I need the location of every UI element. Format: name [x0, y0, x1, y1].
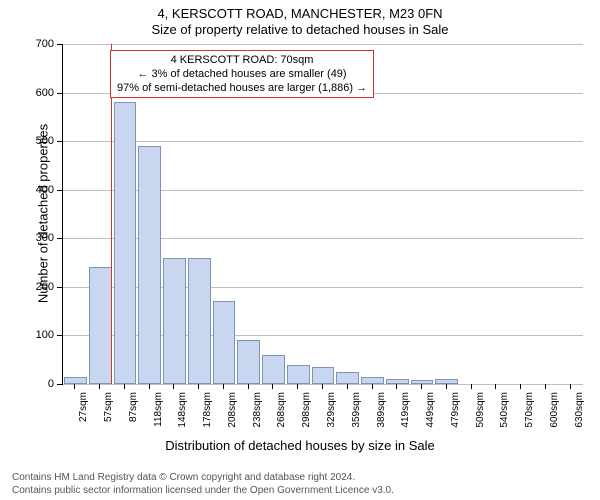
x-tick: [372, 384, 373, 389]
y-tick-label: 100: [24, 330, 54, 341]
x-tick-label: 298sqm: [301, 392, 312, 442]
x-tick: [570, 384, 571, 389]
footer-line-2: Contains public sector information licen…: [12, 484, 394, 497]
histogram-bar: [114, 102, 137, 384]
reference-annotation: 4 KERSCOTT ROAD: 70sqm ← 3% of detached …: [110, 50, 374, 98]
x-tick-label: 87sqm: [128, 392, 139, 442]
y-tick: [57, 238, 62, 239]
grid-line: [63, 141, 583, 142]
y-tick: [57, 287, 62, 288]
y-axis-label: Number of detached properties: [36, 89, 51, 339]
x-tick: [421, 384, 422, 389]
x-tick-label: 540sqm: [499, 392, 510, 442]
x-tick-label: 238sqm: [252, 392, 263, 442]
histogram-bar: [188, 258, 211, 384]
chart-container: 4, KERSCOTT ROAD, MANCHESTER, M23 0FN Si…: [0, 0, 600, 500]
annotation-line-3: 97% of semi-detached houses are larger (…: [117, 81, 367, 95]
grid-line: [63, 384, 583, 385]
x-tick-label: 449sqm: [425, 392, 436, 442]
x-tick: [471, 384, 472, 389]
x-tick: [149, 384, 150, 389]
x-tick-label: 208sqm: [227, 392, 238, 442]
x-tick-label: 27sqm: [78, 392, 89, 442]
y-tick: [57, 141, 62, 142]
y-tick: [57, 93, 62, 94]
grid-line: [63, 44, 583, 45]
footer-line-1: Contains HM Land Registry data © Crown c…: [12, 471, 355, 484]
histogram-bar: [312, 367, 335, 384]
y-tick-label: 300: [24, 233, 54, 244]
x-tick: [396, 384, 397, 389]
x-tick: [347, 384, 348, 389]
y-tick-label: 500: [24, 136, 54, 147]
x-tick-label: 118sqm: [153, 392, 164, 442]
histogram-bar: [336, 372, 359, 384]
y-tick-label: 400: [24, 185, 54, 196]
histogram-bar: [64, 377, 87, 384]
x-tick: [248, 384, 249, 389]
y-tick-label: 0: [24, 379, 54, 390]
x-tick: [495, 384, 496, 389]
title-line-2: Size of property relative to detached ho…: [0, 22, 600, 37]
x-tick-label: 268sqm: [276, 392, 287, 442]
x-tick-label: 148sqm: [177, 392, 188, 442]
annotation-line-1: 4 KERSCOTT ROAD: 70sqm: [117, 53, 367, 67]
x-tick-label: 178sqm: [202, 392, 213, 442]
x-tick: [74, 384, 75, 389]
x-tick-label: 389sqm: [376, 392, 387, 442]
x-tick: [99, 384, 100, 389]
title-line-1: 4, KERSCOTT ROAD, MANCHESTER, M23 0FN: [0, 6, 600, 21]
annotation-line-2: ← 3% of detached houses are smaller (49): [117, 67, 367, 81]
x-tick-label: 600sqm: [549, 392, 560, 442]
x-tick-label: 479sqm: [450, 392, 461, 442]
x-tick-label: 509sqm: [475, 392, 486, 442]
x-tick: [545, 384, 546, 389]
histogram-bar: [287, 365, 310, 384]
x-tick-label: 57sqm: [103, 392, 114, 442]
x-tick-label: 329sqm: [326, 392, 337, 442]
x-tick-label: 570sqm: [524, 392, 535, 442]
histogram-bar: [89, 267, 112, 384]
x-tick: [272, 384, 273, 389]
histogram-bar: [237, 340, 260, 384]
x-tick-label: 419sqm: [400, 392, 411, 442]
histogram-bar: [361, 377, 384, 384]
x-tick: [297, 384, 298, 389]
x-tick: [446, 384, 447, 389]
x-tick-label: 359sqm: [351, 392, 362, 442]
x-tick: [173, 384, 174, 389]
x-tick-label: 630sqm: [574, 392, 585, 442]
x-tick: [322, 384, 323, 389]
x-tick: [124, 384, 125, 389]
histogram-bar: [262, 355, 285, 384]
y-tick: [57, 384, 62, 385]
y-tick-label: 200: [24, 282, 54, 293]
y-tick-label: 600: [24, 88, 54, 99]
x-axis-label: Distribution of detached houses by size …: [0, 438, 600, 453]
y-tick: [57, 335, 62, 336]
x-tick: [520, 384, 521, 389]
y-tick: [57, 190, 62, 191]
x-tick: [223, 384, 224, 389]
histogram-bar: [213, 301, 236, 384]
y-tick-label: 700: [24, 39, 54, 50]
y-tick: [57, 44, 62, 45]
histogram-bar: [138, 146, 161, 384]
x-tick: [198, 384, 199, 389]
histogram-bar: [163, 258, 186, 384]
